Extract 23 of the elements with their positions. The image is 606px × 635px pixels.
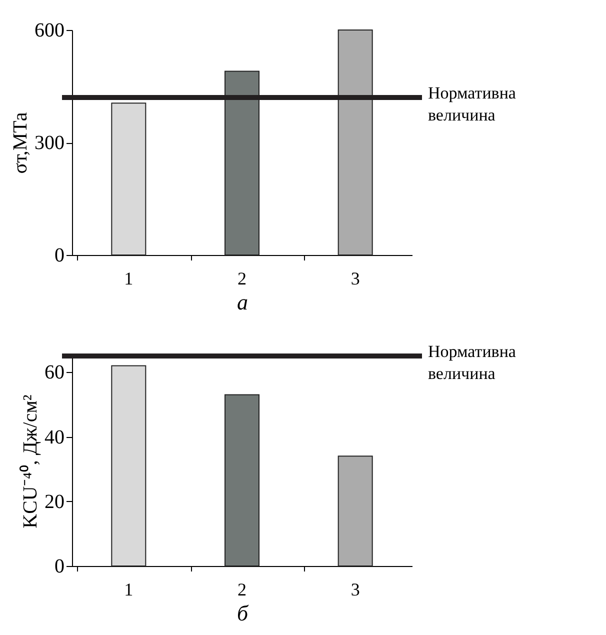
x-tick-label: 2 xyxy=(238,268,246,288)
y-tick-label: 60 xyxy=(44,362,64,384)
x-tick-label: 1 xyxy=(124,268,134,288)
bar xyxy=(224,394,260,566)
y-tick-label: 600 xyxy=(34,20,64,42)
y-axis-title: σт,МТа xyxy=(10,112,32,174)
ref-line-label: Нормативна величина xyxy=(428,342,516,383)
x-axis-title: б xyxy=(236,600,249,626)
y-tick-label: 20 xyxy=(44,490,64,513)
y-tick-label: 300 xyxy=(34,132,64,154)
x-tick-label: 2 xyxy=(238,580,246,600)
bar xyxy=(111,102,146,256)
x-tick-label: 3 xyxy=(350,268,360,288)
y-tick-label: 40 xyxy=(44,426,64,448)
x-tick-label: 3 xyxy=(350,580,360,600)
bar xyxy=(111,365,146,566)
y-tick-label: 0 xyxy=(54,244,64,266)
ref-line-label: Нормативна величина xyxy=(428,84,516,124)
y-tick-label: 0 xyxy=(54,556,64,578)
y-axis-title: KCU⁻⁴⁰, Дж/см² xyxy=(18,394,42,528)
x-axis-title: а xyxy=(237,290,248,314)
x-tick-label: 1 xyxy=(124,580,134,600)
bar xyxy=(338,456,373,566)
